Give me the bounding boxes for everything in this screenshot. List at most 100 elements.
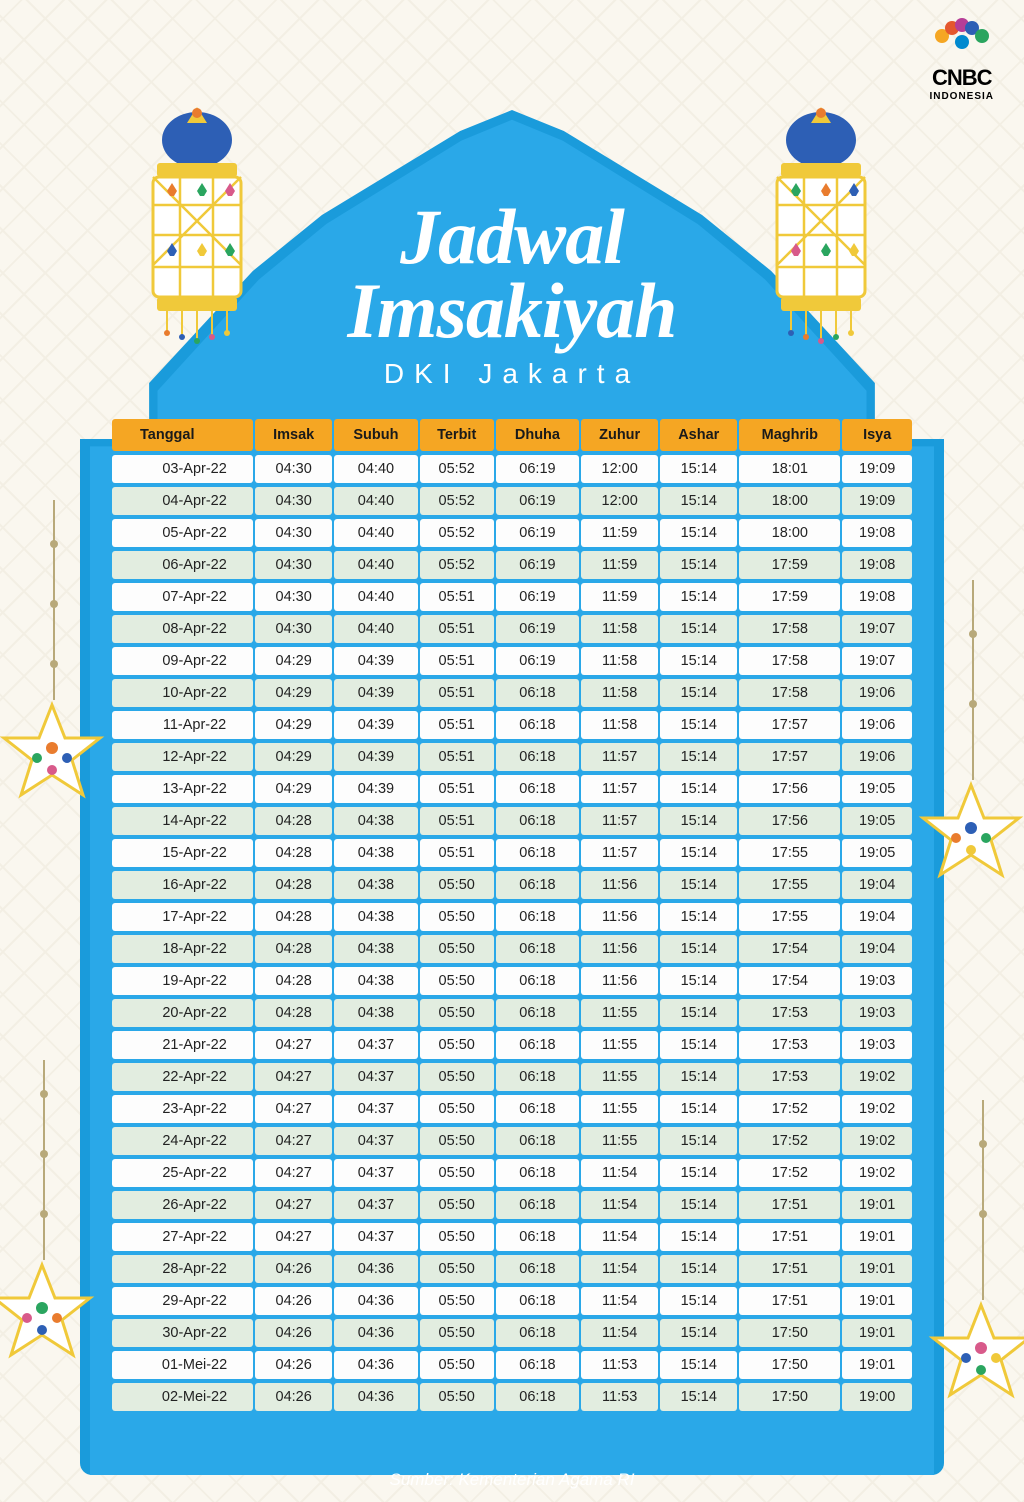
table-cell: 11:58 — [581, 647, 658, 675]
table-cell: 05:50 — [420, 1287, 494, 1315]
table-cell: 17:56 — [739, 775, 840, 803]
table-cell: 15:14 — [660, 487, 737, 515]
table-cell: 06-Apr-22 — [112, 551, 253, 579]
table-cell: 19:00 — [842, 1383, 912, 1411]
table-cell: 06:19 — [496, 455, 579, 483]
table-header-cell: Subuh — [334, 419, 417, 451]
table-cell: 22-Apr-22 — [112, 1063, 253, 1091]
table-cell: 19:01 — [842, 1191, 912, 1219]
table-cell: 17:51 — [739, 1255, 840, 1283]
table-cell: 05:50 — [420, 1223, 494, 1251]
table-row: 04-Apr-2204:3004:4005:5206:1912:0015:141… — [112, 487, 912, 515]
table-cell: 04-Apr-22 — [112, 487, 253, 515]
table-cell: 04:36 — [334, 1287, 417, 1315]
table-cell: 17:51 — [739, 1191, 840, 1219]
table-cell: 17:55 — [739, 839, 840, 867]
table-cell: 04:26 — [255, 1319, 332, 1347]
table-row: 21-Apr-2204:2704:3705:5006:1811:5515:141… — [112, 1031, 912, 1059]
table-cell: 18-Apr-22 — [112, 935, 253, 963]
table-row: 05-Apr-2204:3004:4005:5206:1911:5915:141… — [112, 519, 912, 547]
table-cell: 04:28 — [255, 903, 332, 931]
table-cell: 15:14 — [660, 775, 737, 803]
table-row: 10-Apr-2204:2904:3905:5106:1811:5815:141… — [112, 679, 912, 707]
table-cell: 19-Apr-22 — [112, 967, 253, 995]
table-cell: 04:30 — [255, 487, 332, 515]
table-cell: 06:18 — [496, 711, 579, 739]
table-cell: 19:02 — [842, 1127, 912, 1155]
table-cell: 04:27 — [255, 1159, 332, 1187]
table-cell: 10-Apr-22 — [112, 679, 253, 707]
table-cell: 04:27 — [255, 1127, 332, 1155]
table-row: 07-Apr-2204:3004:4005:5106:1911:5915:141… — [112, 583, 912, 611]
table-cell: 04:39 — [334, 647, 417, 675]
table-cell: 19:09 — [842, 455, 912, 483]
table-cell: 04:29 — [255, 647, 332, 675]
table-cell: 04:36 — [334, 1383, 417, 1411]
table-cell: 04:38 — [334, 967, 417, 995]
table-cell: 06:18 — [496, 967, 579, 995]
table-cell: 04:27 — [255, 1095, 332, 1123]
table-cell: 05:50 — [420, 871, 494, 899]
table-cell: 25-Apr-22 — [112, 1159, 253, 1187]
table-cell: 15:14 — [660, 999, 737, 1027]
table-cell: 15:14 — [660, 743, 737, 771]
table-cell: 06:18 — [496, 1223, 579, 1251]
table-cell: 04:26 — [255, 1255, 332, 1283]
table-cell: 19:04 — [842, 935, 912, 963]
table-cell: 04:29 — [255, 679, 332, 707]
table-header-cell: Terbit — [420, 419, 494, 451]
table-cell: 19:07 — [842, 647, 912, 675]
title-block: Jadwal Imsakiyah DKI Jakarta — [347, 200, 676, 390]
table-cell: 05:50 — [420, 1351, 494, 1379]
table-cell: 15:14 — [660, 679, 737, 707]
table-cell: 04:30 — [255, 583, 332, 611]
table-cell: 15:14 — [660, 935, 737, 963]
table-cell: 04:30 — [255, 519, 332, 547]
table-cell: 17:50 — [739, 1383, 840, 1411]
table-cell: 15:14 — [660, 1127, 737, 1155]
table-cell: 13-Apr-22 — [112, 775, 253, 803]
table-cell: 19:05 — [842, 775, 912, 803]
table-cell: 16-Apr-22 — [112, 871, 253, 899]
table-cell: 06:19 — [496, 583, 579, 611]
table-row: 18-Apr-2204:2804:3805:5006:1811:5615:141… — [112, 935, 912, 963]
table-cell: 17:59 — [739, 551, 840, 579]
table-cell: 04:39 — [334, 679, 417, 707]
table-row: 13-Apr-2204:2904:3905:5106:1811:5715:141… — [112, 775, 912, 803]
table-cell: 05:50 — [420, 903, 494, 931]
table-cell: 04:38 — [334, 935, 417, 963]
table-cell: 04:36 — [334, 1351, 417, 1379]
star-ornament-icon — [924, 1300, 1024, 1415]
table-cell: 15:14 — [660, 1095, 737, 1123]
table-cell: 19:04 — [842, 871, 912, 899]
table-cell: 19:04 — [842, 903, 912, 931]
schedule-table: TanggalImsakSubuhTerbitDhuhaZuhurAsharMa… — [110, 415, 914, 1415]
table-cell: 23-Apr-22 — [112, 1095, 253, 1123]
table-cell: 06:18 — [496, 935, 579, 963]
table-header-row: TanggalImsakSubuhTerbitDhuhaZuhurAsharMa… — [112, 419, 912, 451]
table-cell: 17:52 — [739, 1159, 840, 1187]
table-cell: 15:14 — [660, 647, 737, 675]
table-row: 25-Apr-2204:2704:3705:5006:1811:5415:141… — [112, 1159, 912, 1187]
lantern-left-icon — [125, 105, 270, 365]
table-cell: 06:18 — [496, 1287, 579, 1315]
table-cell: 04:28 — [255, 967, 332, 995]
table-row: 11-Apr-2204:2904:3905:5106:1811:5815:141… — [112, 711, 912, 739]
table-cell: 04:37 — [334, 1063, 417, 1091]
table-cell: 05:50 — [420, 1191, 494, 1219]
table-cell: 06:18 — [496, 903, 579, 931]
table-cell: 19:05 — [842, 807, 912, 835]
table-cell: 20-Apr-22 — [112, 999, 253, 1027]
table-cell: 19:01 — [842, 1319, 912, 1347]
table-header-cell: Tanggal — [112, 419, 253, 451]
table-cell: 17:57 — [739, 711, 840, 739]
table-cell: 19:01 — [842, 1223, 912, 1251]
table-cell: 11:54 — [581, 1191, 658, 1219]
table-cell: 05:52 — [420, 551, 494, 579]
table-cell: 04:40 — [334, 615, 417, 643]
table-cell: 17:52 — [739, 1095, 840, 1123]
table-cell: 21-Apr-22 — [112, 1031, 253, 1059]
table-cell: 15:14 — [660, 1319, 737, 1347]
peacock-icon — [929, 18, 994, 65]
table-row: 23-Apr-2204:2704:3705:5006:1811:5515:141… — [112, 1095, 912, 1123]
